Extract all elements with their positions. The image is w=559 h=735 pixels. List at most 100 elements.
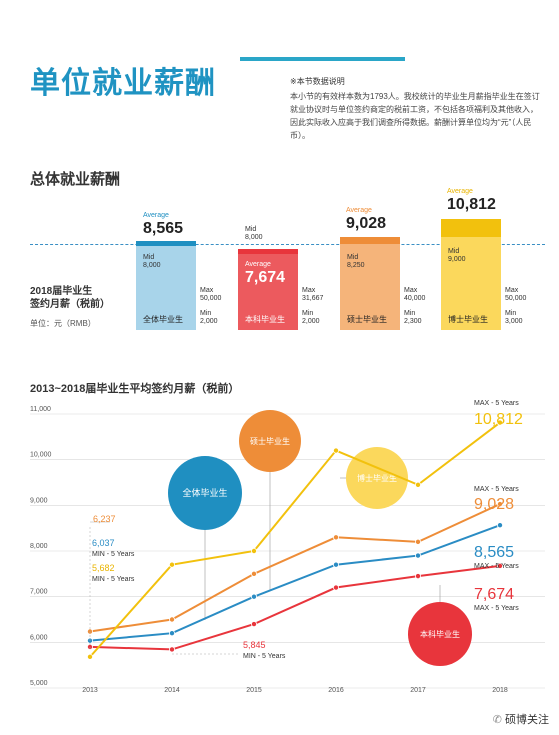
x-tick-labels: 2013 2014 2015 2016 2017 2018 bbox=[82, 687, 508, 694]
y-tick-label: 7,000 bbox=[30, 589, 48, 596]
series-point bbox=[496, 419, 503, 426]
x-tick-label: 2014 bbox=[164, 687, 180, 694]
salary-bar-master: Mid 8,250 硕士毕业生 bbox=[340, 237, 400, 330]
max-value: 50,000 bbox=[200, 295, 222, 302]
series-line bbox=[89, 503, 501, 633]
average-label: Average bbox=[245, 261, 271, 268]
series-point bbox=[250, 570, 257, 577]
series-point bbox=[250, 621, 257, 628]
max-bk-label: MAX - 5 Years bbox=[474, 605, 519, 612]
chart-annotations: 6,237 6,037 MIN - 5 Years 5,682 MIN - 5 Year… bbox=[89, 400, 523, 660]
watermark-text: 硕博关注 bbox=[505, 714, 549, 726]
y-tick-label: 6,000 bbox=[30, 634, 48, 641]
note-text: 本小节的有效样本数为1793人。我校统计的毕业生月薪指毕业生在签订就业协议时与单… bbox=[290, 92, 540, 140]
y-tick-label: 10,000 bbox=[30, 452, 52, 459]
min-label: Min bbox=[302, 310, 314, 317]
bar-name: 博士毕业生 bbox=[448, 315, 488, 324]
title-accent-bar bbox=[240, 57, 405, 61]
bubble-label: 博士毕业生 bbox=[357, 473, 397, 483]
series-point bbox=[250, 593, 257, 600]
bar-cap bbox=[441, 219, 501, 237]
max-label: Max bbox=[302, 287, 316, 294]
series-line bbox=[89, 421, 501, 658]
x-tick-label: 2017 bbox=[410, 687, 426, 694]
series-point bbox=[332, 584, 339, 591]
series-point bbox=[332, 447, 339, 454]
bar-name: 全体毕业生 bbox=[143, 315, 183, 324]
average-label: Average bbox=[447, 188, 473, 195]
bubble-all bbox=[168, 456, 242, 530]
average-value: 8,565 bbox=[143, 220, 184, 237]
series-point bbox=[168, 616, 175, 623]
min-phd-label: MIN - 5 Years bbox=[92, 576, 135, 583]
min-label: Min bbox=[404, 310, 416, 317]
max-all-label: MAX - 5 Years bbox=[474, 563, 519, 570]
bubble-label: 本科毕业生 bbox=[420, 629, 460, 639]
series-point bbox=[496, 522, 503, 529]
salary-bar-bachelor: Average 7,674 本科毕业生 bbox=[238, 249, 298, 330]
min-value: 2,000 bbox=[200, 318, 218, 325]
min-phd-value: 5,682 bbox=[92, 563, 115, 573]
min-label: Min bbox=[200, 310, 212, 317]
bar-name: 本科毕业生 bbox=[245, 315, 285, 324]
unit-label: 单位：元（RMB） bbox=[30, 319, 96, 328]
max-value: 40,000 bbox=[404, 295, 426, 302]
series-point bbox=[168, 646, 175, 653]
x-tick-label: 2016 bbox=[328, 687, 344, 694]
series-point bbox=[250, 548, 257, 555]
y-tick-labels: 5,000 6,000 7,000 8,000 9,000 10,000 11,000 bbox=[30, 406, 52, 687]
max-label: Max bbox=[505, 287, 519, 294]
mid-label: Mid bbox=[143, 254, 155, 261]
series-line bbox=[89, 524, 501, 642]
bubble-bachelor bbox=[408, 602, 472, 666]
x-tick-label: 2015 bbox=[246, 687, 262, 694]
series-point bbox=[332, 534, 339, 541]
bubble-phd bbox=[346, 447, 408, 509]
series-point bbox=[496, 501, 503, 508]
salary-bar-phd: Mid 9,000 博士毕业生 bbox=[441, 219, 501, 330]
wechat-icon: ✆ bbox=[492, 714, 505, 726]
min-value: 2,300 bbox=[404, 318, 422, 325]
watermark: ✆ 硕博关注 bbox=[493, 711, 549, 727]
y-tick-label: 8,000 bbox=[30, 543, 48, 550]
max-phd-label: MAX - 5 Years bbox=[474, 400, 519, 407]
left-label-line-2: 签约月薪（税前） bbox=[30, 299, 110, 310]
mid-label: Mid bbox=[245, 226, 257, 233]
series-point bbox=[414, 481, 421, 488]
mid-value: 8,000 bbox=[143, 262, 161, 269]
mid-value: 8,000 bbox=[245, 234, 263, 241]
bubble-label: 硕士毕业生 bbox=[250, 436, 290, 446]
y-tick-label: 5,000 bbox=[30, 680, 48, 687]
bar-cap bbox=[136, 241, 196, 246]
y-tick-label: 11,000 bbox=[30, 406, 51, 413]
bar-cap bbox=[340, 237, 400, 244]
bar-cap bbox=[238, 249, 298, 254]
min-all-label: MIN - 5 Years bbox=[92, 551, 135, 558]
x-tick-label: 2013 bbox=[82, 687, 98, 694]
page-title: 单位就业薪酬 bbox=[30, 67, 216, 100]
average-value: 9,028 bbox=[346, 215, 387, 232]
max-ss-value: 9,028 bbox=[474, 496, 514, 513]
series-point bbox=[168, 630, 175, 637]
min-bk-value: 5,845 bbox=[243, 640, 266, 650]
average-label: Average bbox=[143, 212, 169, 219]
line-chart: 5,000 6,000 7,000 8,000 9,000 10,000 11,000 20… bbox=[30, 400, 545, 694]
min-all-value: 6,037 bbox=[92, 538, 115, 548]
mid-label: Mid bbox=[347, 254, 359, 261]
average-value: 10,812 bbox=[447, 196, 496, 213]
series-line bbox=[89, 564, 501, 651]
y-tick-label: 9,000 bbox=[30, 497, 48, 504]
note-title: ※本节数据说明 bbox=[290, 77, 345, 86]
series-lines bbox=[87, 419, 503, 660]
left-label-line-1: 2018届毕业生 bbox=[30, 286, 93, 297]
average-value: 7,674 bbox=[245, 269, 286, 286]
average-dashed-line bbox=[30, 244, 545, 245]
max-ss-label: MAX - 5 Years bbox=[474, 486, 519, 493]
bar-name: 硕士毕业生 bbox=[347, 315, 387, 324]
bubble-master bbox=[239, 410, 301, 472]
max-all-value: 8,565 bbox=[474, 544, 514, 561]
series-point bbox=[414, 538, 421, 545]
left-label: 2018届毕业生 签约月薪（税前） bbox=[30, 285, 130, 311]
max-phd-value: 10,812 bbox=[474, 411, 523, 428]
